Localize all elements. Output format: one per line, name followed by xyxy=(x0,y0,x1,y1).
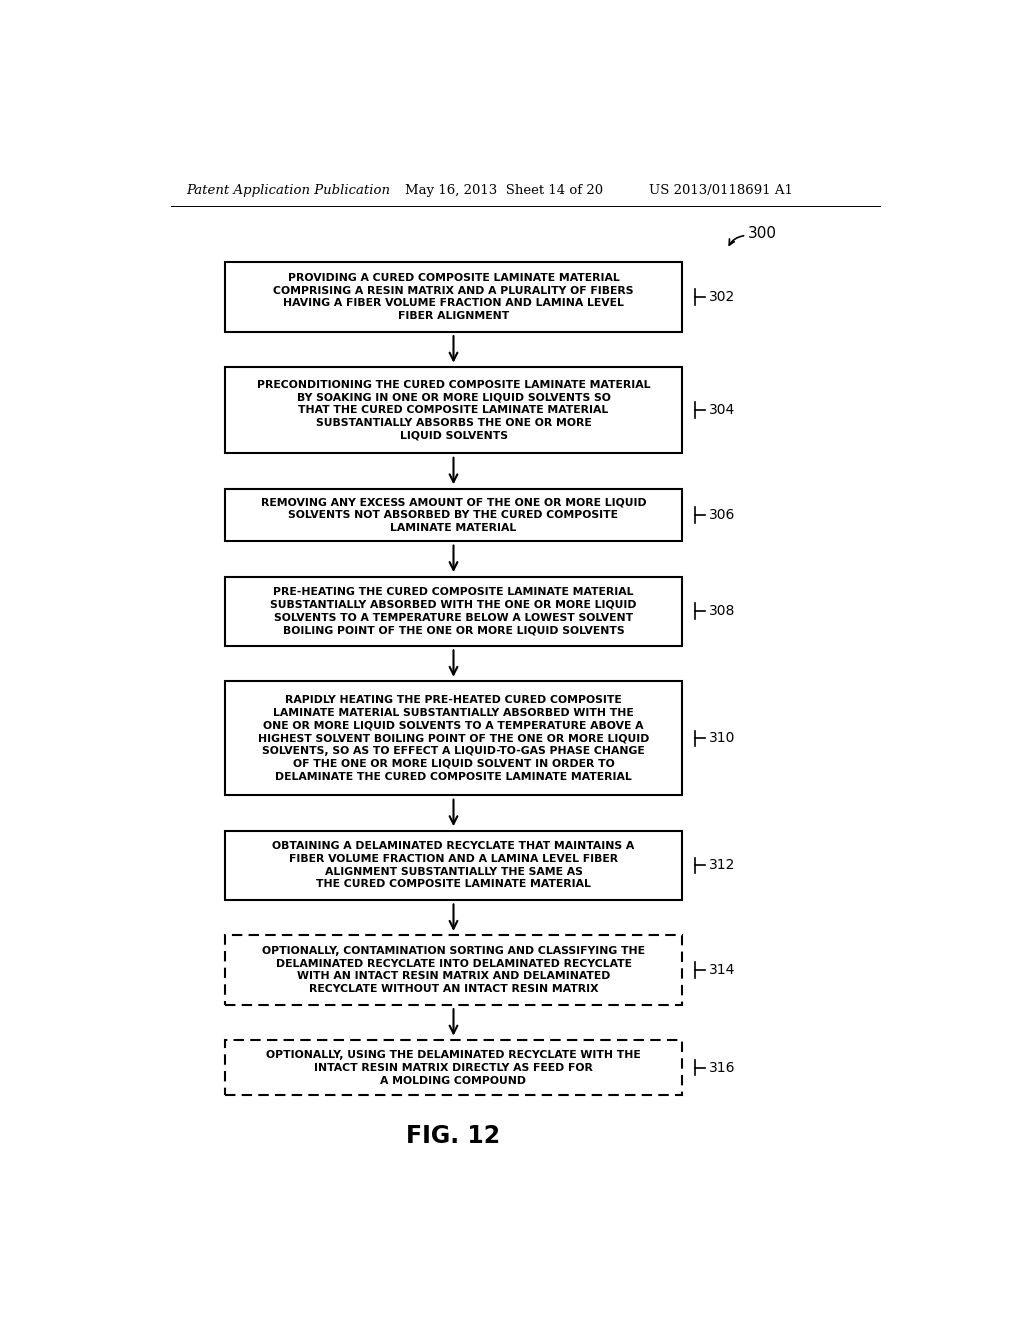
FancyBboxPatch shape xyxy=(225,936,682,1005)
FancyBboxPatch shape xyxy=(225,1040,682,1096)
Text: 310: 310 xyxy=(709,731,735,746)
Text: 302: 302 xyxy=(709,290,735,304)
Text: RAPIDLY HEATING THE PRE-HEATED CURED COMPOSITE
LAMINATE MATERIAL SUBSTANTIALLY A: RAPIDLY HEATING THE PRE-HEATED CURED COM… xyxy=(258,694,649,781)
Text: OPTIONALLY, USING THE DELAMINATED RECYCLATE WITH THE
INTACT RESIN MATRIX DIRECTL: OPTIONALLY, USING THE DELAMINATED RECYCL… xyxy=(266,1049,641,1085)
Text: 306: 306 xyxy=(709,508,735,521)
Text: US 2013/0118691 A1: US 2013/0118691 A1 xyxy=(649,185,793,197)
Text: May 16, 2013  Sheet 14 of 20: May 16, 2013 Sheet 14 of 20 xyxy=(406,185,603,197)
Text: PRECONDITIONING THE CURED COMPOSITE LAMINATE MATERIAL
BY SOAKING IN ONE OR MORE : PRECONDITIONING THE CURED COMPOSITE LAMI… xyxy=(257,380,650,441)
Text: Patent Application Publication: Patent Application Publication xyxy=(186,185,390,197)
Text: 314: 314 xyxy=(709,964,735,977)
FancyBboxPatch shape xyxy=(225,577,682,645)
FancyBboxPatch shape xyxy=(225,263,682,331)
Text: OBTAINING A DELAMINATED RECYCLATE THAT MAINTAINS A
FIBER VOLUME FRACTION AND A L: OBTAINING A DELAMINATED RECYCLATE THAT M… xyxy=(272,841,635,890)
Text: 308: 308 xyxy=(709,605,735,618)
FancyBboxPatch shape xyxy=(225,367,682,453)
Text: 304: 304 xyxy=(709,403,735,417)
Text: PRE-HEATING THE CURED COMPOSITE LAMINATE MATERIAL
SUBSTANTIALLY ABSORBED WITH TH: PRE-HEATING THE CURED COMPOSITE LAMINATE… xyxy=(270,587,637,635)
Text: FIG. 12: FIG. 12 xyxy=(407,1123,501,1147)
Text: 300: 300 xyxy=(748,226,777,242)
Text: PROVIDING A CURED COMPOSITE LAMINATE MATERIAL
COMPRISING A RESIN MATRIX AND A PL: PROVIDING A CURED COMPOSITE LAMINATE MAT… xyxy=(273,273,634,321)
Text: REMOVING ANY EXCESS AMOUNT OF THE ONE OR MORE LIQUID
SOLVENTS NOT ABSORBED BY TH: REMOVING ANY EXCESS AMOUNT OF THE ONE OR… xyxy=(261,498,646,533)
FancyBboxPatch shape xyxy=(225,488,682,541)
Text: 312: 312 xyxy=(709,858,735,873)
Text: 316: 316 xyxy=(709,1061,735,1074)
FancyBboxPatch shape xyxy=(225,681,682,795)
Text: OPTIONALLY, CONTAMINATION SORTING AND CLASSIFYING THE
DELAMINATED RECYCLATE INTO: OPTIONALLY, CONTAMINATION SORTING AND CL… xyxy=(262,945,645,994)
FancyBboxPatch shape xyxy=(225,830,682,900)
